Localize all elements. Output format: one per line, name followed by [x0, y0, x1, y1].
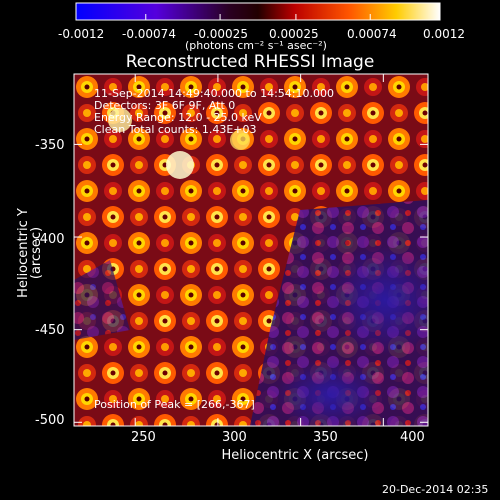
x-tick-label-0: 250 — [131, 430, 156, 445]
x-axis-label: Heliocentric X (arcsec) — [221, 448, 369, 463]
overlay-total-counts: Clean Total counts: 1.43E+03 — [94, 123, 257, 136]
overlay-peak-position: Position of Peak = [266,-367] — [94, 398, 255, 411]
colorbar-tick-label-0: -0.0012 — [58, 27, 105, 41]
colorbar-tick-label-4: 0.00074 — [347, 27, 397, 41]
overlay-energy-range: Energy Range: 12.0 - 25.0 keV — [94, 111, 262, 124]
colorbar — [75, 2, 441, 21]
colorbar-units: (photons cm⁻² s⁻¹ asec⁻²) — [185, 39, 327, 52]
colorbar-tick-label-3: 0.00025 — [269, 27, 319, 41]
x-tick-label-1: 300 — [222, 430, 247, 445]
x-tick-label-3: 400 — [400, 430, 425, 445]
colorbar-tick-label-5: 0.0012 — [423, 27, 465, 41]
colorbar-gradient — [75, 2, 441, 21]
overlay-detectors: Detectors: 3F 6F 9F, Att 0 — [94, 99, 236, 112]
y-tick-label-1: -400 — [35, 232, 65, 247]
y-tick-label-0: -350 — [35, 138, 65, 153]
plot-frame — [73, 73, 429, 427]
y-tick-label-3: -500 — [35, 413, 65, 428]
colorbar-tick-label-2: -0.00025 — [194, 27, 248, 41]
colorbar-tick-label-1: -0.00074 — [122, 27, 176, 41]
footer-timestamp: 20-Dec-2014 02:35 — [382, 483, 489, 496]
overlay-time-range: 11-Sep-2014 14:49:40.000 to 14:54:10.000 — [94, 87, 334, 100]
y-tick-label-2: -450 — [35, 323, 65, 338]
image-heatmap — [74, 74, 428, 426]
y-axis-label: Heliocentric Y (arcsec) — [16, 208, 44, 298]
x-tick-label-2: 350 — [313, 430, 338, 445]
plot-title: Reconstructed RHESSI Image — [125, 52, 375, 72]
